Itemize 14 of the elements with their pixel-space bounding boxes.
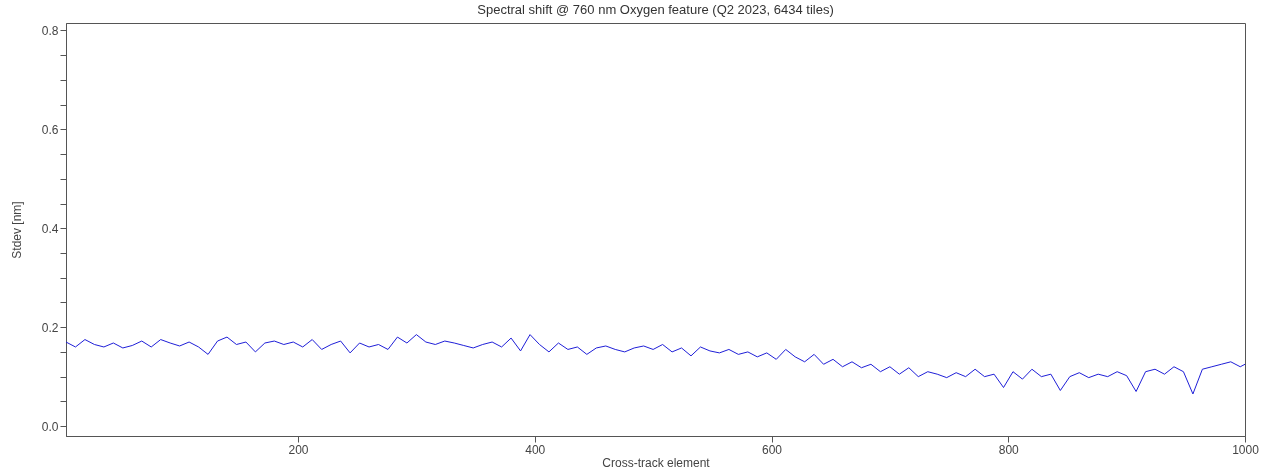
y-tick-label: 0.0 <box>41 419 59 434</box>
x-tick-label: 400 <box>525 442 546 457</box>
x-tick-label: 800 <box>998 442 1020 457</box>
x-tick-label: 200 <box>288 442 309 457</box>
y-tick-label: 0.6 <box>41 122 59 137</box>
line-series <box>66 334 1245 395</box>
x-tick-label: 1000 <box>1232 442 1260 457</box>
y-axis-title: Stdev [nm] <box>9 201 24 259</box>
x-tick-label: 600 <box>761 442 783 457</box>
x-axis-title: Cross-track element <box>602 455 711 470</box>
chart-title: Spectral shift @ 760 nm Oxygen feature (Q2 2023, 6434 tiles) <box>477 2 834 17</box>
y-tick-label: 0.4 <box>41 221 59 236</box>
y-tick-label: 0.2 <box>41 320 59 335</box>
y-tick-label: 0.8 <box>41 23 59 38</box>
